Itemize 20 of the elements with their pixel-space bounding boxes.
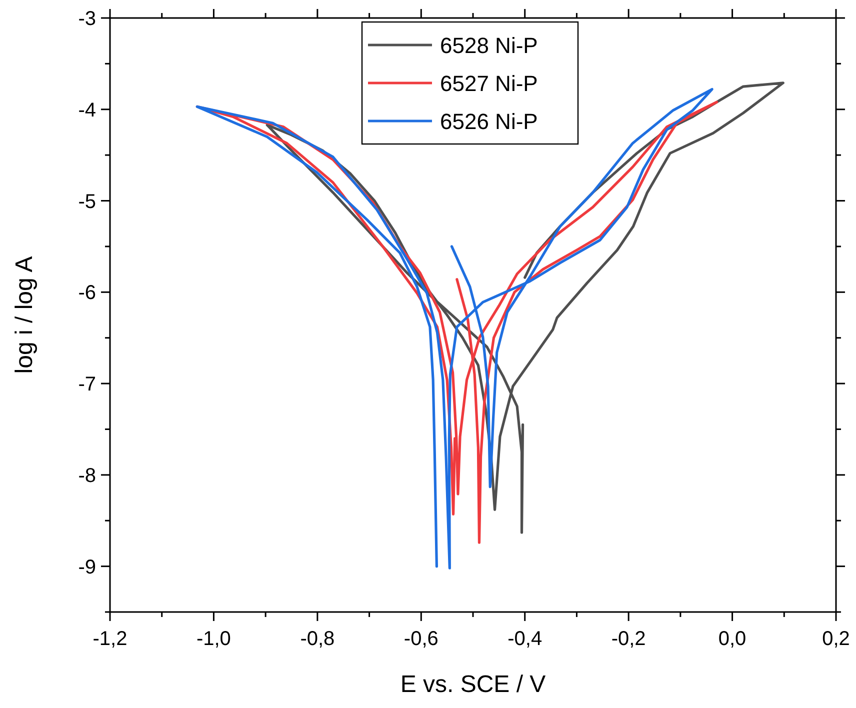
x-tick-label: -0,6 [404, 628, 438, 650]
x-tick-label: 0,0 [718, 628, 746, 650]
y-tick-label: -3 [78, 8, 96, 30]
legend-label: 6528 Ni-P [440, 33, 538, 58]
legend-label: 6526 Ni-P [440, 109, 538, 134]
y-tick-label: -7 [78, 374, 96, 396]
x-tick-label: -1,2 [92, 628, 128, 650]
y-axis-title: log i / log A [11, 256, 38, 374]
x-tick-label: -0,2 [611, 628, 646, 650]
y-tick-label: -8 [78, 464, 96, 487]
x-tick-label: 0,2 [822, 628, 850, 650]
y-tick-label: -9 [78, 556, 96, 578]
y-tick-label: -5 [78, 190, 96, 213]
legend-label: 6527 Ni-P [440, 71, 538, 96]
y-tick-label: -4 [78, 99, 96, 122]
y-tick-label: -6 [78, 282, 96, 304]
x-tick-label: -0,4 [508, 628, 542, 650]
x-tick-label: -0,8 [300, 628, 335, 650]
x-axis-title: E vs. SCE / V [400, 671, 546, 698]
x-tick-label: -1,0 [196, 628, 231, 650]
